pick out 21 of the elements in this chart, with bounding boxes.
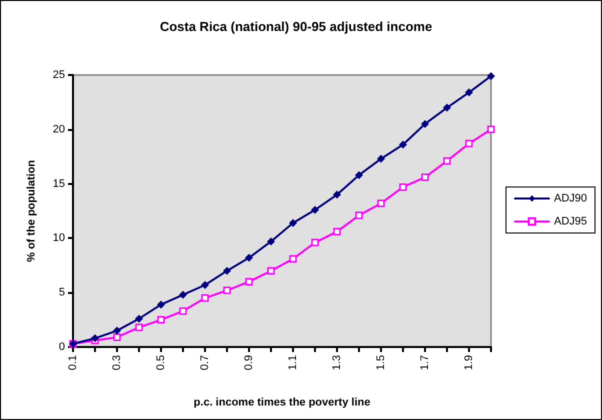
- y-tick-label: 10: [52, 232, 65, 244]
- x-tick-label: 1.1: [287, 355, 299, 370]
- x-tick-label: 1.5: [375, 355, 387, 370]
- x-tick-label: 0.7: [199, 355, 211, 370]
- x-axis-title: p.c. income times the poverty line: [194, 396, 370, 408]
- legend-label: ADJ90: [554, 192, 588, 204]
- y-tick-label: 15: [52, 178, 65, 190]
- x-tick-label: 0.5: [155, 355, 167, 370]
- x-tick-label: 1.3: [331, 355, 343, 370]
- y-tick-label: 20: [52, 123, 65, 136]
- x-tick-label: 0.9: [243, 355, 255, 370]
- x-tick-label: 0.1: [67, 355, 79, 370]
- y-tick-label: 5: [58, 286, 65, 299]
- y-axis-title: % of the population: [26, 160, 38, 262]
- x-tick-label: 1.7: [419, 355, 431, 370]
- x-tick-label: 0.3: [111, 355, 123, 370]
- y-tick-label: 0: [58, 341, 65, 353]
- y-tick-label: 25: [52, 69, 65, 81]
- legend-label: ADJ95: [554, 216, 588, 228]
- x-tick-label: 1.9: [463, 355, 475, 370]
- chart-title: Costa Rica (national) 90-95 adjusted income: [160, 19, 432, 34]
